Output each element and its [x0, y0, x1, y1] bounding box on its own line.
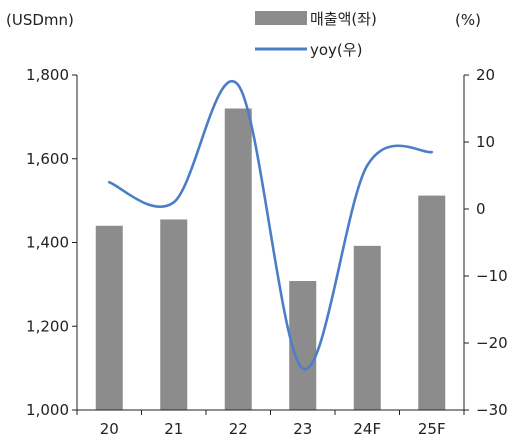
bar — [160, 219, 188, 410]
left-axis-tick-label: 1,800 — [26, 66, 69, 84]
bar — [224, 108, 252, 410]
bar-series — [95, 108, 446, 410]
axes: 1,000 1,200 1,400 1,600 1,800 −30 −20 −10 0 10 20 2… — [26, 66, 508, 438]
right-axis-tick-label: −20 — [476, 334, 508, 352]
x-axis-tick-label: 22 — [229, 420, 248, 438]
bar — [95, 225, 123, 410]
left-axis-tick-label: 1,400 — [26, 234, 69, 252]
line-series — [107, 80, 434, 371]
x-axis-tick-label: 24F — [353, 420, 381, 438]
legend-line-label: yoy(우) — [310, 41, 362, 59]
x-axis-tick-label: 20 — [100, 420, 119, 438]
bar — [353, 245, 381, 410]
right-axis-tick-label: −30 — [476, 401, 508, 419]
bar — [418, 195, 446, 410]
legend-bar-swatch — [255, 11, 307, 25]
bar — [289, 281, 317, 410]
left-axis-unit-label: (USDmn) — [6, 11, 74, 29]
right-axis-tick-label: 20 — [476, 66, 495, 84]
x-axis-tick-label: 25F — [418, 420, 446, 438]
x-axis-tick-label: 21 — [164, 420, 183, 438]
x-axis-tick-label: 23 — [293, 420, 312, 438]
right-axis-tick-label: 10 — [476, 133, 495, 151]
right-axis-tick-label: 0 — [476, 200, 486, 218]
right-axis-tick-label: −10 — [476, 267, 508, 285]
left-axis-tick-label: 1,000 — [26, 401, 69, 419]
legend: 매출액(좌) yoy(우) — [255, 10, 377, 59]
right-axis-unit-label: (%) — [455, 11, 481, 29]
left-axis-tick-label: 1,600 — [26, 150, 69, 168]
left-axis-tick-label: 1,200 — [26, 317, 69, 335]
yoy-line — [107, 80, 434, 371]
legend-bar-label: 매출액(좌) — [310, 10, 377, 28]
